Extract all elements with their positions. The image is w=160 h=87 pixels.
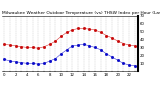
- Text: Milwaukee Weather Outdoor Temperature (vs) THSW Index per Hour (Last 24 Hours): Milwaukee Weather Outdoor Temperature (v…: [2, 11, 160, 15]
